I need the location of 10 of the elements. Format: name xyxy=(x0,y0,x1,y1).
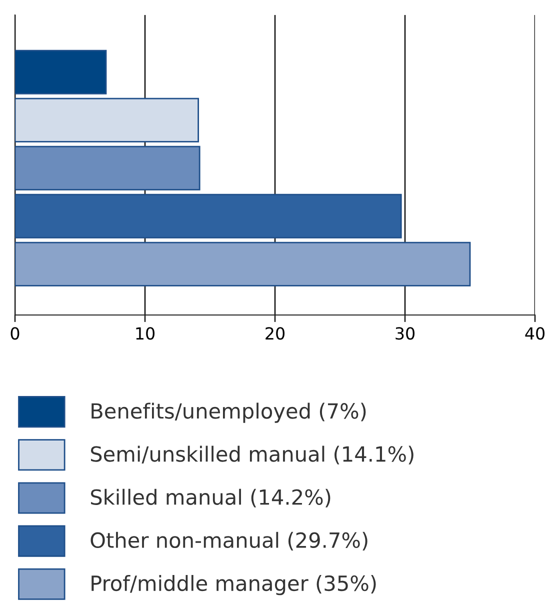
legend-label: Benefits/unemployed (7%) xyxy=(92,402,366,423)
legend-label: Other non-manual (29.7%) xyxy=(90,532,368,550)
x-tick-label: 40 xyxy=(525,327,544,340)
legend-label: Skilled manual (14.2%) xyxy=(90,488,330,508)
legend-label: Prof/middle manager (35%) xyxy=(92,574,376,596)
x-tick-label: 0 xyxy=(10,327,20,340)
x-tick-label: 20 xyxy=(266,327,284,340)
x-tick-label: 10 xyxy=(136,327,154,340)
legend-label: Semi/unskilled manual (14.1%) xyxy=(90,446,414,464)
x-tick-label: 30 xyxy=(396,327,414,340)
